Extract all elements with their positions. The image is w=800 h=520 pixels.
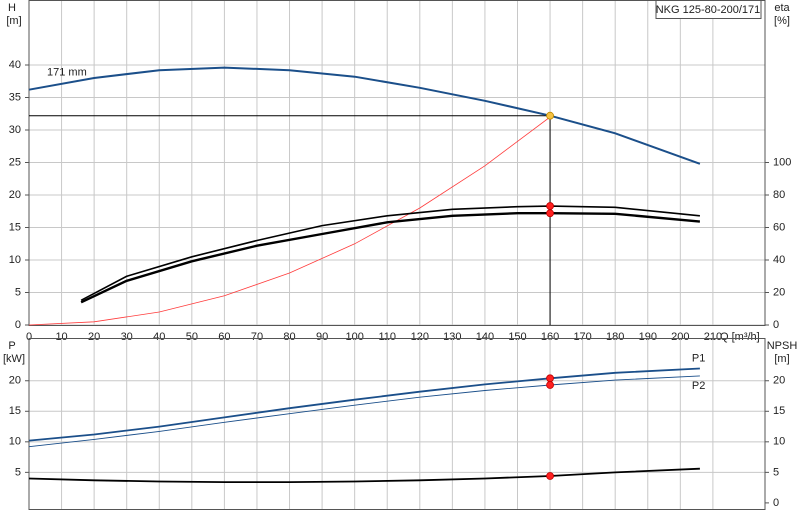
y2-tick-label: 60 xyxy=(773,221,785,233)
x-tick-label: 130 xyxy=(443,331,461,343)
y-tick-label: 15 xyxy=(9,221,21,233)
y2-axis-label: NPSH xyxy=(767,340,798,352)
y2-tick-label: 20 xyxy=(773,375,785,387)
x-tick-label: 80 xyxy=(283,331,295,343)
plot-frame xyxy=(28,338,766,510)
y2-tick-label: 10 xyxy=(773,436,785,448)
y-axis-label: P xyxy=(8,340,15,352)
y-tick-label: 10 xyxy=(9,254,21,266)
series-line xyxy=(28,367,700,442)
x-axis-label: Q [m³/h] xyxy=(720,331,760,343)
y2-tick-label: 40 xyxy=(773,254,785,266)
x-tick-label: 190 xyxy=(639,331,657,343)
y-tick-label: 40 xyxy=(9,59,21,71)
y2-tick-label: 0 xyxy=(773,497,779,509)
y-tick-label: 35 xyxy=(9,91,21,103)
y2-tick-label: 15 xyxy=(773,405,785,417)
x-tick-label: 0 xyxy=(26,331,32,343)
x-tick-label: 180 xyxy=(606,331,624,343)
x-tick-label: 100 xyxy=(345,331,363,343)
y2-axis-label: eta xyxy=(774,2,790,14)
y2-tick-label: 80 xyxy=(773,189,785,201)
operating-point xyxy=(546,202,554,210)
y2-tick-label: 0 xyxy=(773,319,779,331)
y2-axis-unit: [%] xyxy=(774,15,790,27)
x-tick-label: 150 xyxy=(508,331,526,343)
y-tick-label: 30 xyxy=(9,124,21,136)
y-tick-label: 25 xyxy=(9,156,21,168)
x-tick-label: 50 xyxy=(186,331,198,343)
series-line xyxy=(28,116,551,326)
y-tick-label: 20 xyxy=(9,375,21,387)
x-tick-label: 30 xyxy=(121,331,133,343)
y-axis-unit: [kW] xyxy=(3,353,25,365)
series-label: P2 xyxy=(692,380,705,392)
series-line xyxy=(28,66,701,165)
x-tick-label: 110 xyxy=(378,331,396,343)
operating-point xyxy=(546,111,554,120)
x-tick-label: 170 xyxy=(573,331,591,343)
operating-point xyxy=(546,209,554,218)
title-box xyxy=(655,0,762,19)
operating-point xyxy=(546,381,554,389)
x-tick-label: 20 xyxy=(88,331,100,343)
series-line xyxy=(80,212,701,304)
y2-tick-label: 20 xyxy=(773,286,785,298)
series-line xyxy=(28,467,700,483)
y-axis-label: H xyxy=(8,2,16,14)
x-tick-label: 10 xyxy=(55,331,67,343)
x-tick-label: 210 xyxy=(704,331,722,343)
y-tick-label: 0 xyxy=(15,319,21,331)
series-label: 171 mm xyxy=(47,67,87,79)
y-tick-label: 5 xyxy=(15,286,21,298)
y2-axis-unit: [m] xyxy=(774,353,789,365)
x-tick-label: 60 xyxy=(218,331,230,343)
x-tick-label: 70 xyxy=(251,331,263,343)
y2-tick-label: 100 xyxy=(773,156,791,168)
y-tick-label: 15 xyxy=(9,405,21,417)
series-label: P1 xyxy=(692,352,705,364)
series-line xyxy=(80,205,700,302)
x-tick-label: 140 xyxy=(476,331,494,343)
x-tick-label: 160 xyxy=(541,331,559,343)
y-tick-label: 5 xyxy=(15,466,21,478)
x-tick-label: 90 xyxy=(316,331,328,343)
operating-point xyxy=(546,472,554,480)
x-tick-label: 40 xyxy=(153,331,165,343)
x-tick-label: 120 xyxy=(411,331,429,343)
y-tick-label: 20 xyxy=(9,189,21,201)
x-tick-label: 200 xyxy=(671,331,689,343)
y-tick-label: 10 xyxy=(9,436,21,448)
chart-title: NKG 125-80-200/171 xyxy=(656,4,761,16)
operating-point xyxy=(546,374,554,383)
plot-frame xyxy=(28,0,766,326)
y-axis-unit: [m] xyxy=(6,15,21,27)
y2-tick-label: 5 xyxy=(773,466,779,478)
series-line xyxy=(28,375,700,448)
